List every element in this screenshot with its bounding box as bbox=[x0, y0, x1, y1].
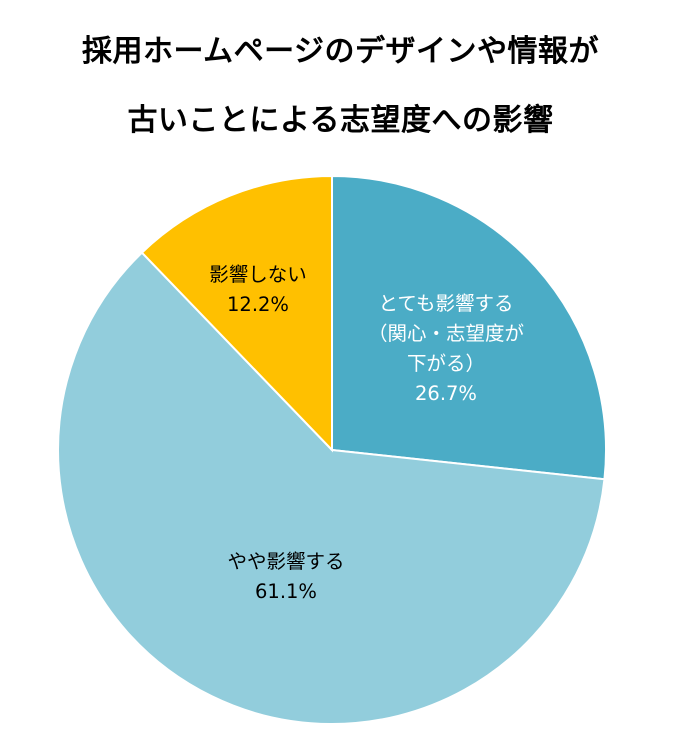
slice-value-label: 12.2% bbox=[227, 293, 289, 316]
chart-title: 採用ホームページのデザインや情報が 古いことによる志望度への影響 bbox=[0, 0, 681, 170]
slice-value-label: 61.1% bbox=[255, 580, 317, 603]
pie-slice-1 bbox=[331, 174, 607, 481]
pie-slice-2 bbox=[57, 251, 606, 725]
slice-label-2: やや影響する 61.1% bbox=[227, 550, 344, 603]
slice-value-label: 26.7% bbox=[415, 382, 477, 405]
slice-category-label: （関心・志望度が bbox=[368, 322, 524, 345]
slice-category-label: やや影響する bbox=[227, 550, 344, 573]
slice-category-label: 下がる） bbox=[407, 352, 485, 375]
slice-category-label: とても影響する bbox=[379, 292, 514, 315]
chart-title-line-2: 古いことによる志望度への影響 bbox=[127, 103, 554, 138]
slice-category-label: 影響しない bbox=[209, 263, 307, 286]
slice-label-3: 影響しない 12.2% bbox=[209, 263, 307, 316]
pie-slice-3 bbox=[140, 174, 333, 453]
chart-title-line-1: 採用ホームページのデザインや情報が bbox=[82, 34, 599, 69]
